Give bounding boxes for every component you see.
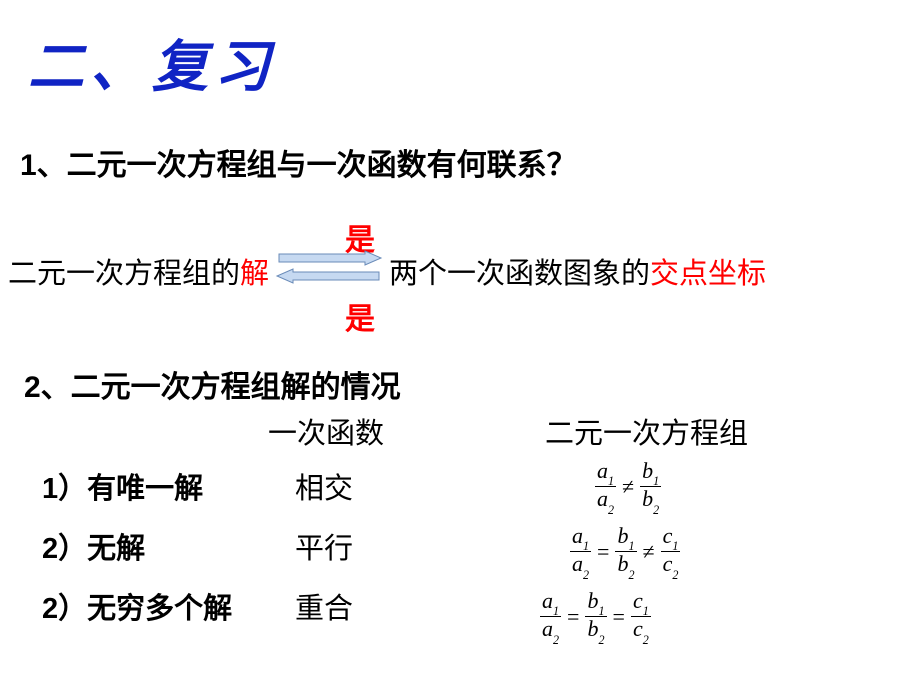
row-math: a1a2=b1b2=c1c2: [540, 590, 651, 644]
row-math: a1a2=b1b2≠c1c2: [570, 525, 680, 579]
relation-line: 二元一次方程组的解 两个一次函数图象的交点坐标: [8, 250, 912, 292]
section-title: 二、复习: [28, 22, 276, 103]
question-2: 2、二元一次方程组解的情况: [24, 362, 401, 406]
col-head-a: 一次函数: [268, 410, 384, 452]
line2-right-b: 交点坐标: [650, 250, 766, 292]
col-head-b: 二元一次方程组: [545, 410, 748, 452]
question-1: 1、二元一次方程组与一次函数有何联系？: [20, 140, 577, 184]
shi-bottom: 是: [345, 294, 375, 338]
row-mid: 平行: [295, 525, 353, 567]
row-mid: 重合: [295, 585, 353, 627]
row-label: 2）无穷多个解: [42, 585, 232, 627]
line2-right-a: 两个一次函数图象的: [389, 250, 650, 292]
row-label: 1）有唯一解: [42, 465, 203, 507]
slide: 二、复习 1、二元一次方程组与一次函数有何联系？ 是 二元一次方程组的解 两个一…: [0, 0, 920, 690]
row-mid: 相交: [295, 465, 353, 507]
double-arrow-icon: [275, 250, 383, 292]
line2-jie: 解: [240, 250, 269, 292]
row-math: a1a2≠b1b2: [595, 460, 661, 514]
row-label: 2）无解: [42, 525, 145, 567]
line2-left: 二元一次方程组的: [8, 250, 240, 292]
